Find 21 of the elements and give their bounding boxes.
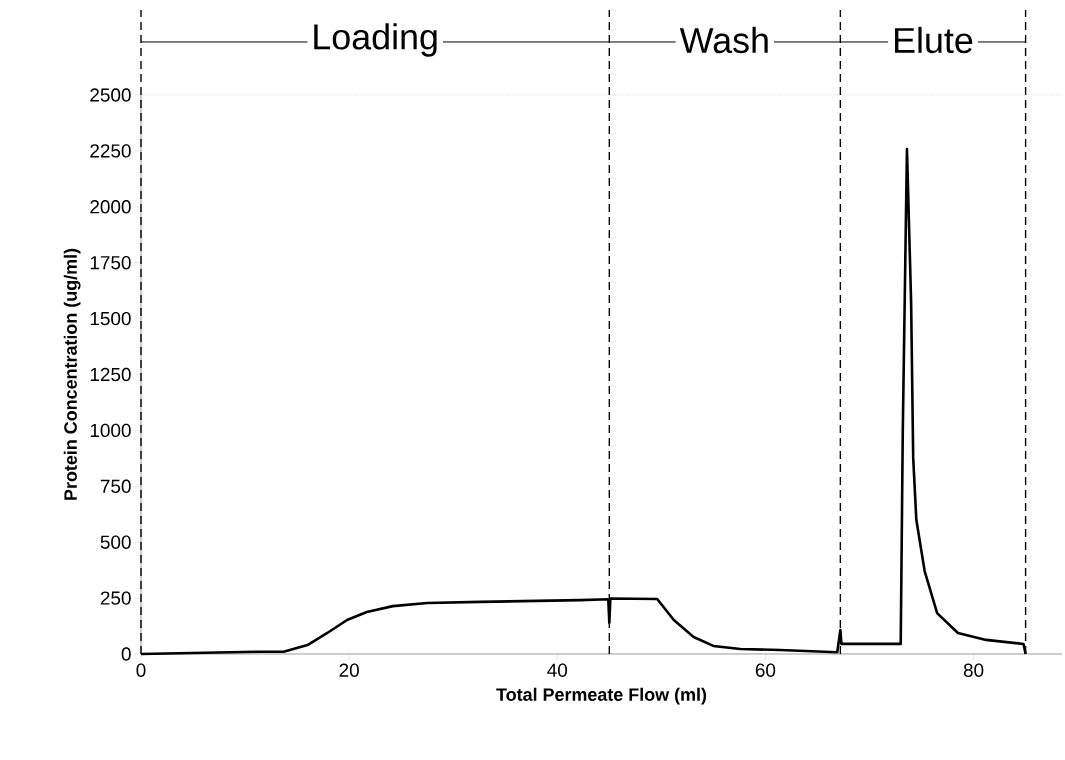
y-tick-label: 500 <box>100 535 131 549</box>
x-tick-label: 0 <box>136 663 146 677</box>
y-tick-label: 750 <box>100 479 131 493</box>
y-tick-label: 1500 <box>90 311 131 326</box>
text: Loading <box>314 23 437 57</box>
x-tick-label: 20 <box>339 663 359 677</box>
y-tick-label: 1250 <box>90 367 131 382</box>
y-tick-label: 1750 <box>90 255 131 270</box>
x-tick-label: 40 <box>547 663 568 677</box>
y-tick-label: 2250 <box>90 144 131 158</box>
y-tick-label: 250 <box>100 591 131 605</box>
y-tick-label: 1000 <box>90 423 131 438</box>
x-tick-label: 80 <box>963 663 984 677</box>
y-tick-label: 0 <box>121 647 131 661</box>
y-tick-label: 2000 <box>90 200 131 214</box>
text: Elute <box>895 26 973 54</box>
y-tick-label: 2500 <box>90 88 131 102</box>
x-axis-title: Total Permeate Flow (ml) <box>496 687 707 705</box>
text: Wash <box>679 26 768 54</box>
x-tick-label: 60 <box>755 663 776 677</box>
y-axis-title: Protein Concentration (ug/ml) <box>63 248 81 500</box>
